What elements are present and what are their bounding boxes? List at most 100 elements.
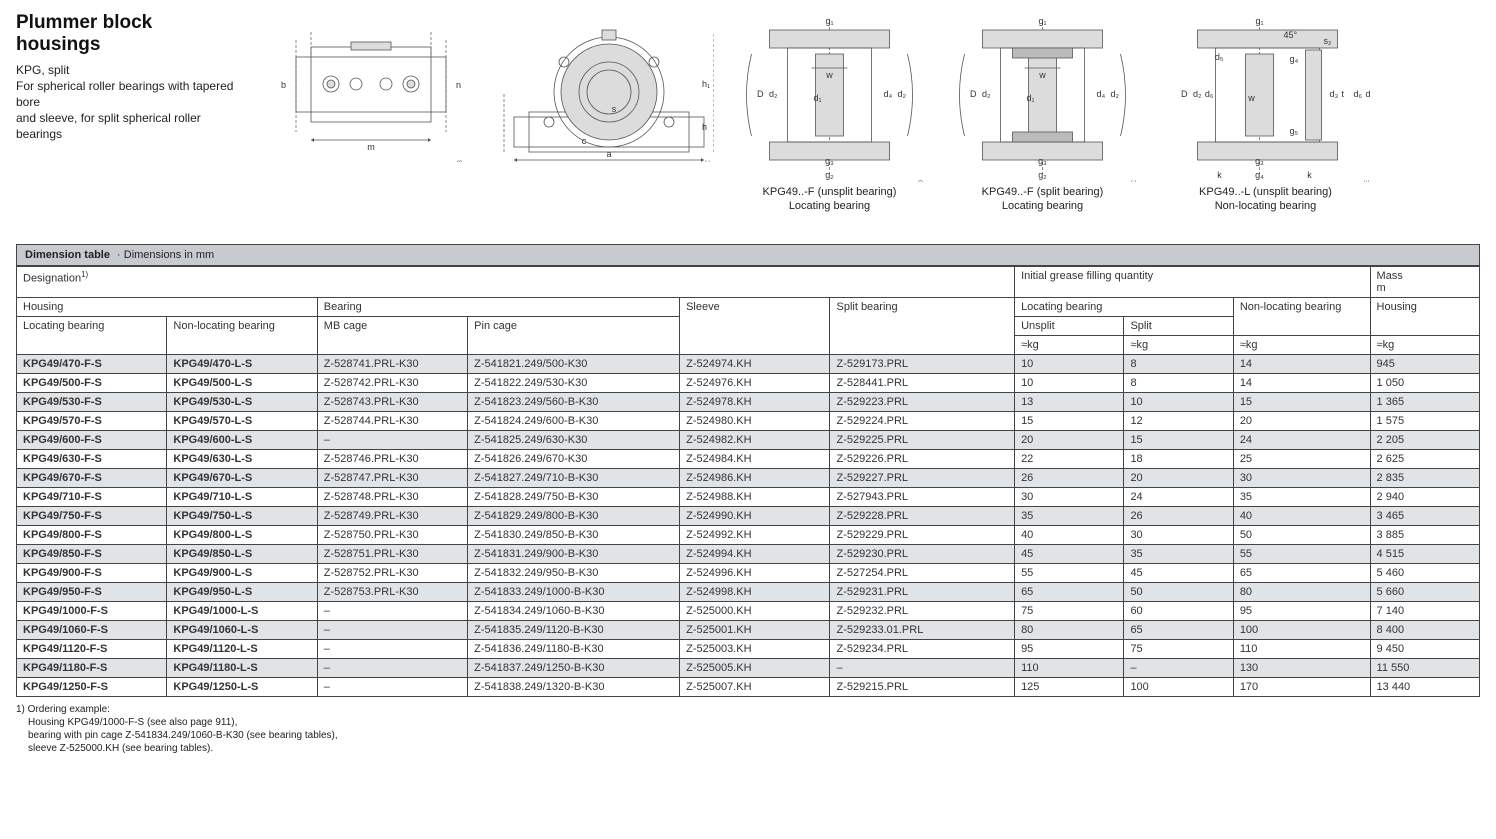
table-cell: Z-541825.249/630-K30	[468, 430, 680, 449]
table-cell: 20	[1015, 430, 1124, 449]
table-cell: Z-527254.PRL	[830, 563, 1015, 582]
table-cell: 22	[1015, 449, 1124, 468]
table-cell: Z-541830.249/850-B-K30	[468, 525, 680, 544]
table-cell: 1 365	[1370, 392, 1479, 411]
table-cell: 10	[1124, 392, 1233, 411]
table-cell: KPG49/630-L-S	[167, 449, 317, 468]
table-cell: 100	[1233, 620, 1370, 639]
table-header-cell: ≈kg	[1370, 335, 1479, 354]
table-cell: KPG49/570-F-S	[17, 411, 167, 430]
table-cell: Z-524986.KH	[680, 468, 830, 487]
table-cell: Z-528753.PRL-K30	[317, 582, 467, 601]
table-cell: 45	[1015, 544, 1124, 563]
dimension-table: Designation1)Initial grease filling quan…	[16, 266, 1480, 697]
table-header-cell: Initial grease filling quantity	[1015, 266, 1370, 297]
table-cell: 8	[1124, 373, 1233, 392]
table-cell: Z-528744.PRL-K30	[317, 411, 467, 430]
table-cell: KPG49/1180-F-S	[17, 658, 167, 677]
table-cell: KPG49/670-F-S	[17, 468, 167, 487]
table-cell: 15	[1015, 411, 1124, 430]
table-row: KPG49/800-F-SKPG49/800-L-SZ-528750.PRL-K…	[17, 525, 1480, 544]
svg-text:d₂: d₂	[898, 89, 907, 99]
table-cell: 60	[1124, 601, 1233, 620]
table-cell: Z-528746.PRL-K30	[317, 449, 467, 468]
table-cell: –	[317, 620, 467, 639]
table-cell: 18	[1124, 449, 1233, 468]
table-cell: 3 885	[1370, 525, 1479, 544]
table-row: KPG49/500-F-SKPG49/500-L-SZ-528742.PRL-K…	[17, 373, 1480, 392]
svg-text:d₅: d₅	[1215, 52, 1224, 62]
table-header-cell: Mass m	[1370, 266, 1479, 297]
table-cell: –	[830, 658, 1015, 677]
table-cell: Z-541827.249/710-B-K30	[468, 468, 680, 487]
table-cell: 26	[1015, 468, 1124, 487]
table-header-cell: Housing	[1370, 297, 1479, 335]
table-cell: KPG49/800-F-S	[17, 525, 167, 544]
svg-text:c: c	[582, 136, 587, 146]
table-cell: KPG49/500-L-S	[167, 373, 317, 392]
table-row: KPG49/850-F-SKPG49/850-L-SZ-528751.PRL-K…	[17, 544, 1480, 563]
table-title-bar: Dimension table · Dimensions in mm	[16, 244, 1480, 266]
svg-text:000156FB: 000156FB	[457, 160, 464, 162]
svg-text:000156FC: 000156FC	[705, 160, 712, 162]
table-cell: –	[317, 601, 467, 620]
table-cell: KPG49/570-L-S	[167, 411, 317, 430]
table-cell: 1 050	[1370, 373, 1479, 392]
table-cell: Z-524980.KH	[680, 411, 830, 430]
svg-text:w: w	[1038, 70, 1046, 80]
table-cell: 30	[1124, 525, 1233, 544]
technical-diagram: b n m 000156FB	[256, 12, 466, 162]
table-cell: KPG49/1120-F-S	[17, 639, 167, 658]
table-cell: KPG49/950-F-S	[17, 582, 167, 601]
table-header-cell: Non-locating bearing	[1233, 297, 1370, 335]
table-cell: Z-525000.KH	[680, 601, 830, 620]
table-cell: Z-528748.PRL-K30	[317, 487, 467, 506]
svg-text:d₄: d₄	[884, 89, 893, 99]
table-cell: Z-528441.PRL	[830, 373, 1015, 392]
table-cell: 12	[1124, 411, 1233, 430]
table-cell: Z-541831.249/900-B-K30	[468, 544, 680, 563]
svg-text:d₂: d₂	[1193, 89, 1202, 99]
table-cell: 130	[1233, 658, 1370, 677]
svg-text:45°: 45°	[1284, 30, 1298, 40]
table-cell: KPG49/500-F-S	[17, 373, 167, 392]
svg-text:w: w	[825, 70, 833, 80]
table-cell: 55	[1015, 563, 1124, 582]
dimension-table-section: Dimension table · Dimensions in mm Desig…	[16, 244, 1480, 755]
table-cell: Z-529230.PRL	[830, 544, 1015, 563]
svg-text:D: D	[970, 89, 977, 99]
table-cell: KPG49/950-L-S	[167, 582, 317, 601]
table-cell: 26	[1124, 506, 1233, 525]
table-row: KPG49/630-F-SKPG49/630-L-SZ-528746.PRL-K…	[17, 449, 1480, 468]
svg-text:g₁: g₁	[825, 16, 833, 26]
table-cell: Z-541832.249/950-B-K30	[468, 563, 680, 582]
table-cell: KPG49/900-F-S	[17, 563, 167, 582]
table-cell: KPG49/750-F-S	[17, 506, 167, 525]
table-cell: 3 465	[1370, 506, 1479, 525]
table-cell: 8 400	[1370, 620, 1479, 639]
table-cell: Z-541835.249/1120-B-K30	[468, 620, 680, 639]
table-cell: KPG49/1000-F-S	[17, 601, 167, 620]
svg-text:g₃: g₃	[825, 156, 834, 166]
table-cell: Z-528751.PRL-K30	[317, 544, 467, 563]
table-header-cell: Housing	[17, 297, 318, 316]
svg-text:d₂: d₂	[1111, 89, 1120, 99]
table-cell: 945	[1370, 354, 1479, 373]
technical-diagram: g₁ D d₂ d₄ d₂ d₁ w g₃ g₂ 00015AEC KPG49.…	[945, 12, 1140, 214]
table-row: KPG49/1180-F-SKPG49/1180-L-S–Z-541837.24…	[17, 658, 1480, 677]
svg-text:b: b	[281, 80, 286, 90]
table-cell: 2 835	[1370, 468, 1479, 487]
diagram-caption: KPG49..-L (unsplit bearing)Non-locating …	[1199, 186, 1332, 214]
table-cell: Z-529215.PRL	[830, 677, 1015, 696]
table-cell: 10	[1015, 354, 1124, 373]
svg-text:h: h	[702, 122, 707, 132]
table-cell: 35	[1233, 487, 1370, 506]
table-cell: 65	[1015, 582, 1124, 601]
svg-text:d₂: d₂	[769, 89, 778, 99]
table-cell: 5 460	[1370, 563, 1479, 582]
table-cell: KPG49/1060-F-S	[17, 620, 167, 639]
table-cell: Z-528747.PRL-K30	[317, 468, 467, 487]
svg-text:00015AED: 00015AED	[918, 180, 925, 182]
table-cell: 7 140	[1370, 601, 1479, 620]
table-cell: Z-541826.249/670-K30	[468, 449, 680, 468]
